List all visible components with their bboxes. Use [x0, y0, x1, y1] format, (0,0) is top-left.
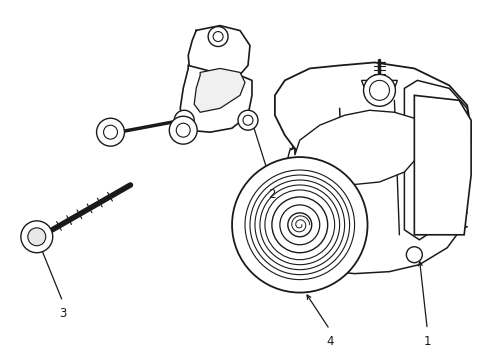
Polygon shape — [361, 80, 397, 88]
Circle shape — [169, 116, 197, 144]
Circle shape — [238, 110, 258, 130]
Circle shape — [334, 250, 350, 266]
Circle shape — [28, 228, 46, 246]
Text: 3: 3 — [59, 307, 66, 320]
Polygon shape — [287, 110, 424, 185]
Polygon shape — [413, 95, 470, 235]
Circle shape — [96, 118, 124, 146]
Circle shape — [208, 27, 227, 46]
Text: 1: 1 — [423, 335, 430, 348]
Polygon shape — [180, 66, 251, 132]
Circle shape — [406, 247, 422, 263]
Text: 4: 4 — [325, 335, 333, 348]
Polygon shape — [281, 160, 466, 274]
Circle shape — [21, 221, 53, 253]
Polygon shape — [188, 26, 249, 88]
Polygon shape — [404, 80, 470, 240]
Polygon shape — [274, 62, 470, 220]
Circle shape — [174, 110, 194, 130]
Circle shape — [287, 213, 311, 237]
Circle shape — [363, 75, 395, 106]
Text: 2: 2 — [267, 188, 275, 202]
Polygon shape — [194, 68, 244, 112]
Circle shape — [232, 157, 367, 293]
Circle shape — [271, 197, 327, 253]
